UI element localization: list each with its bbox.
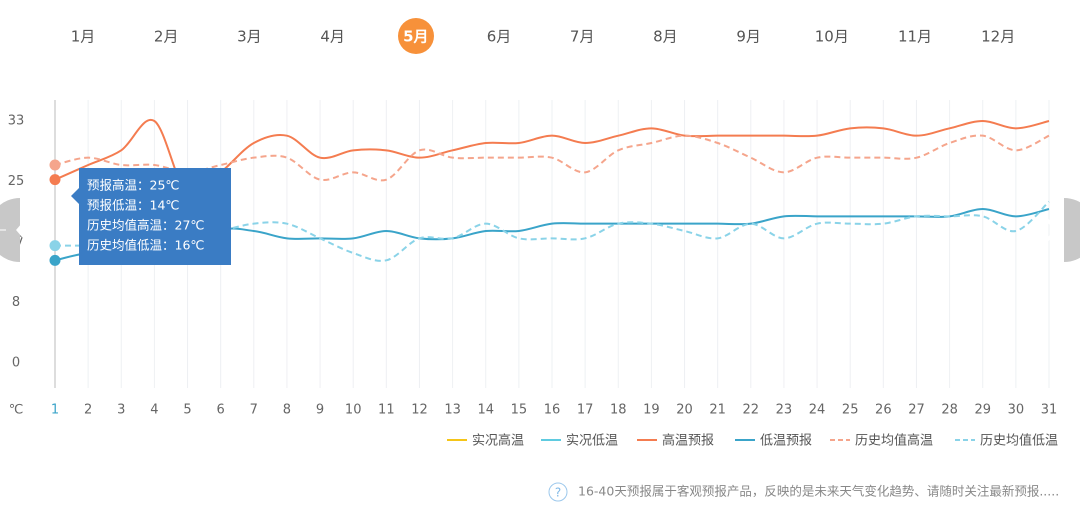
month-tab[interactable]: 6月 xyxy=(487,28,512,46)
selected-month-bg xyxy=(398,18,434,54)
legend-label[interactable]: 历史均值高温 xyxy=(855,433,933,449)
x-tick-label: 2 xyxy=(84,403,92,418)
series-line xyxy=(54,200,1050,262)
next-arrow-icon[interactable] xyxy=(1042,215,1058,245)
tooltip-line: 预报低温：14℃ xyxy=(87,198,179,213)
x-tick-label: 11 xyxy=(378,403,395,418)
tooltip: 预报高温：25℃ 预报低温：14℃ 历史均值高温：27℃ 历史均值低温：16℃ xyxy=(71,168,231,265)
x-tick-label: 9 xyxy=(316,403,324,418)
x-tick-label: 27 xyxy=(908,403,925,418)
x-tick-label: 14 xyxy=(477,403,494,418)
x-tick-label: 20 xyxy=(676,403,693,418)
month-tab[interactable]: 5月 xyxy=(403,28,428,46)
y-tick-label: 8 xyxy=(12,295,20,310)
month-tab[interactable]: 4月 xyxy=(320,28,345,46)
x-tick-label: 15 xyxy=(511,403,528,418)
month-tab[interactable]: 3月 xyxy=(237,28,262,46)
x-tick-label: 13 xyxy=(444,403,461,418)
hover-dot xyxy=(49,174,61,186)
hover-dot xyxy=(49,240,61,252)
month-tab[interactable]: 2月 xyxy=(154,28,179,46)
x-tick-label: 25 xyxy=(842,403,859,418)
x-tick-label: 21 xyxy=(709,403,726,418)
x-tick-label: 1 xyxy=(51,403,59,418)
x-tick-label: 12 xyxy=(411,403,428,418)
hover-dot xyxy=(49,254,61,266)
x-tick-label: 3 xyxy=(117,403,125,418)
footnote: 16-40天预报属于客观预报产品，反映的是未来天气变化趋势、请随时关注最新预报.… xyxy=(578,484,1059,499)
tooltip-line: 历史均值低温：16℃ xyxy=(87,238,204,253)
month-tab[interactable]: 8月 xyxy=(653,28,678,46)
month-tab[interactable]: 10月 xyxy=(815,28,849,46)
x-tick-label: 24 xyxy=(809,403,826,418)
y-tick-label: 0 xyxy=(12,356,20,371)
x-tick-label: 4 xyxy=(150,403,158,418)
x-tick-label: 7 xyxy=(250,403,258,418)
month-tab[interactable]: 11月 xyxy=(898,28,932,46)
x-tick-label: 8 xyxy=(283,403,291,418)
x-tick-label: 17 xyxy=(577,403,594,418)
y-tick-label: 25 xyxy=(8,174,25,189)
legend-label[interactable]: 低温预报 xyxy=(760,434,812,449)
help-icon-mark: ? xyxy=(555,486,561,500)
month-tab[interactable]: 7月 xyxy=(570,28,595,46)
x-tick-label: 31 xyxy=(1041,403,1058,418)
tooltip-box xyxy=(79,168,231,265)
x-tick-label: 16 xyxy=(544,403,561,418)
next-arrow[interactable] xyxy=(1064,198,1080,262)
prev-arrow[interactable] xyxy=(0,198,20,262)
x-tick-label: 30 xyxy=(1008,403,1025,418)
y-unit: ℃ xyxy=(9,403,24,418)
tooltip-pointer xyxy=(71,188,79,204)
x-tick-label: 18 xyxy=(610,403,627,418)
prev-arrow-icon[interactable] xyxy=(16,215,32,245)
x-tick-label: 26 xyxy=(875,403,892,418)
month-tab[interactable]: 1月 xyxy=(71,28,96,46)
x-tick-label: 28 xyxy=(941,403,958,418)
x-tick-label: 6 xyxy=(217,403,225,418)
tooltip-line: 历史均值高温：27℃ xyxy=(87,218,204,233)
x-tick-label: 5 xyxy=(183,403,191,418)
tooltip-line: 预报高温：25℃ xyxy=(87,178,179,193)
x-tick-label: 19 xyxy=(643,403,660,418)
month-tab[interactable]: 12月 xyxy=(981,28,1015,46)
legend-label[interactable]: 实况高温 xyxy=(472,433,524,449)
x-tick-label: 23 xyxy=(776,403,793,418)
legend-label[interactable]: 实况低温 xyxy=(566,434,618,449)
x-tick-label: 22 xyxy=(743,403,760,418)
help-icon[interactable] xyxy=(548,482,568,502)
month-tab[interactable]: 9月 xyxy=(736,28,761,46)
legend-label[interactable]: 历史均值低温 xyxy=(980,433,1058,449)
x-tick-label: 10 xyxy=(345,403,362,418)
x-tick-label: 29 xyxy=(974,403,991,418)
hover-dot xyxy=(49,159,61,171)
series-line xyxy=(54,134,1050,182)
legend-label[interactable]: 高温预报 xyxy=(662,433,714,449)
y-tick-label: 33 xyxy=(8,114,25,129)
